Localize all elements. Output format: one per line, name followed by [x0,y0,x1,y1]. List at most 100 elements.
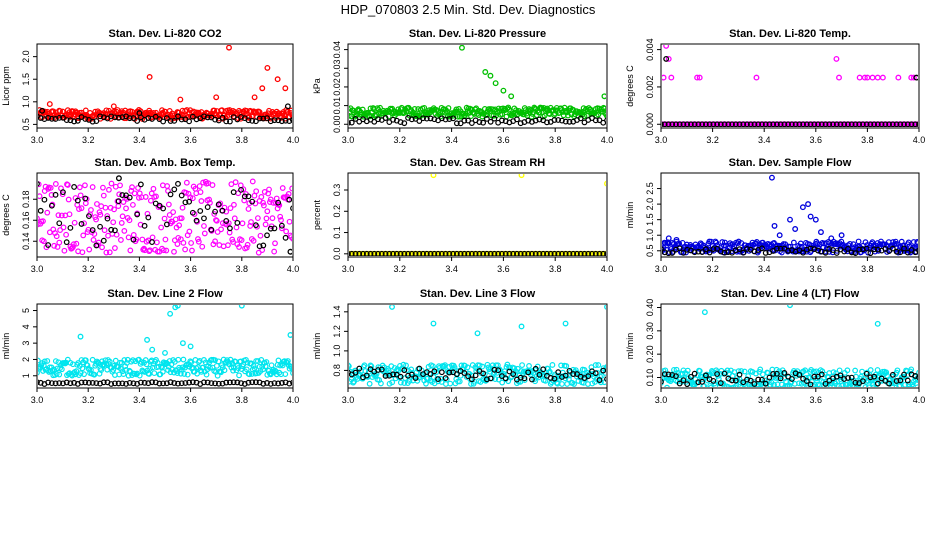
data-point [771,381,777,387]
data-point [852,121,859,127]
y-axis-label: degrees C [1,194,11,236]
x-tick-label: 3.4 [758,135,771,145]
data-point [361,362,368,369]
data-point [461,117,468,124]
data-point [60,189,66,196]
data-point [390,116,396,123]
data-point [438,250,445,256]
data-point [94,201,100,207]
data-point [352,250,359,256]
data-point [264,232,270,239]
data-point [874,74,881,81]
data-point [837,121,844,127]
data-point [468,250,475,256]
y-tick-label: 2.0 [645,198,655,211]
data-point [221,367,228,374]
data-point [603,250,606,256]
y-axis-label: percent [312,199,322,230]
data-point [604,113,606,119]
data-point [830,247,836,253]
data-point [601,93,606,100]
data-point [436,109,443,116]
data-point [38,181,40,187]
data-point [163,115,170,121]
data-point [282,85,289,92]
data-point [390,371,396,378]
data-point [401,250,408,256]
data-point [699,378,706,385]
data-point [860,121,866,127]
data-point [367,250,374,256]
data-point [770,370,777,377]
x-tick-label: 3.4 [133,135,146,145]
data-point [669,250,676,256]
plot-frame [347,303,608,389]
data-point [491,115,498,122]
data-point [542,377,549,384]
data-point [838,232,845,239]
data-point [99,244,105,251]
data-point [97,211,104,218]
data-point [596,377,603,383]
data-point [160,247,167,254]
data-point [73,240,80,247]
data-point [134,211,141,218]
chart-panel: Stan. Dev. Sample Flow ml/min 3.0 3.2 3.4 3.6… [625,157,925,274]
x-tick-label: 3.4 [758,264,771,274]
data-point [745,373,752,380]
data-point [551,375,558,382]
x-tick-label: 3.4 [445,135,458,145]
points-layer [38,305,292,387]
data-point [663,55,670,62]
data-point [289,112,292,119]
data-point [445,105,452,111]
x-tick-label: 3.8 [236,395,249,405]
data-point [886,380,892,387]
data-point [721,121,728,127]
data-point [465,373,472,380]
data-point [451,364,458,371]
data-point [129,184,135,191]
data-point [193,217,200,224]
data-point [286,218,292,225]
data-point [604,305,606,310]
data-point [234,219,241,226]
data-point [570,371,577,377]
data-point [74,117,81,124]
data-point [751,121,758,127]
data-point [766,374,773,381]
data-point [744,121,750,127]
data-point [546,368,553,375]
data-point [447,380,454,387]
data-point [38,115,44,121]
data-point [123,196,130,202]
data-point [547,250,554,256]
data-point [262,221,269,228]
data-point [807,121,814,127]
data-point [536,371,543,378]
data-point [688,121,694,127]
data-point [93,216,99,223]
data-point [397,373,404,380]
data-point [115,175,122,182]
data-point [540,250,547,256]
data-point [170,209,177,216]
data-point [278,380,285,386]
data-point [747,121,754,127]
data-point [442,250,449,256]
data-point [725,384,732,387]
data-point [204,379,211,386]
data-point [249,198,256,205]
data-point [676,121,683,127]
data-point [913,74,918,81]
y-tick-label: 0.0 [332,248,342,261]
data-point [871,121,878,127]
data-point [195,238,202,245]
data-point [804,382,811,387]
data-point [245,117,252,124]
data-point [378,380,384,387]
data-point [483,376,490,383]
data-point [420,250,426,256]
data-point [797,240,804,247]
data-point [879,74,886,81]
